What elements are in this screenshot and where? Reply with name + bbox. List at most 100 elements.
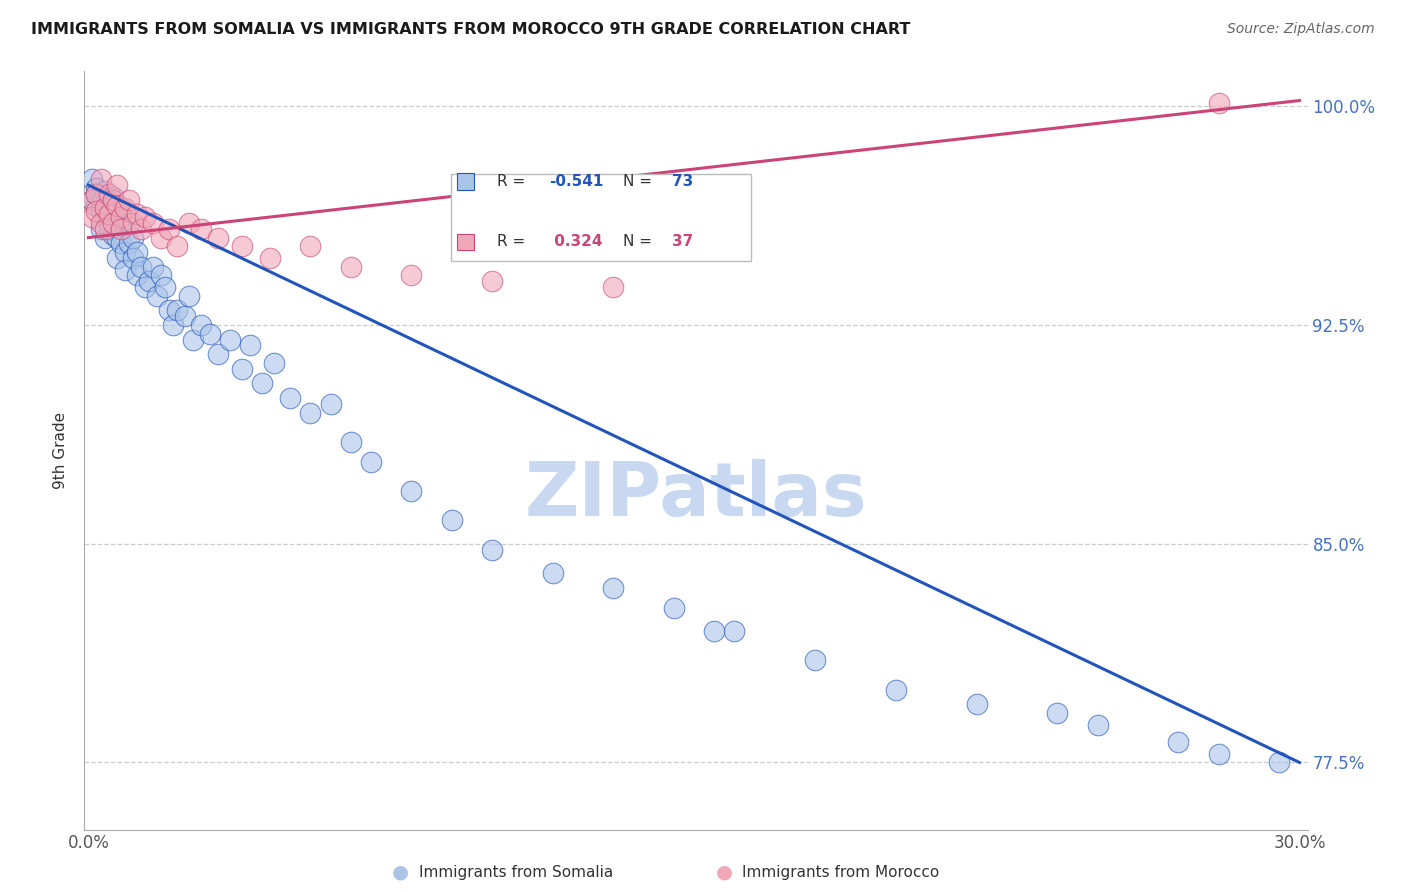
Point	[602, 280, 624, 294]
Point	[340, 434, 363, 449]
Point	[97, 216, 120, 230]
Point	[174, 310, 197, 324]
Point	[89, 195, 111, 210]
Text: N =: N =	[623, 235, 657, 250]
Point	[93, 202, 115, 216]
Point	[114, 262, 136, 277]
Point	[190, 318, 212, 332]
Point	[340, 260, 363, 274]
Point	[89, 204, 111, 219]
Point	[86, 186, 108, 201]
Point	[93, 222, 115, 236]
Point	[86, 181, 108, 195]
Point	[239, 338, 262, 352]
Point	[1167, 735, 1189, 749]
Point	[101, 193, 124, 207]
FancyBboxPatch shape	[451, 174, 751, 260]
Point	[166, 303, 188, 318]
Point	[162, 318, 184, 332]
Point	[89, 172, 111, 186]
Point	[183, 333, 205, 347]
Point	[101, 190, 124, 204]
Point	[703, 624, 725, 639]
Point	[110, 202, 132, 216]
Point	[299, 239, 322, 253]
Text: 0.324: 0.324	[550, 235, 603, 250]
Point	[125, 207, 148, 221]
Point	[97, 186, 120, 201]
Point	[278, 391, 301, 405]
Point	[105, 251, 128, 265]
Point	[93, 230, 115, 244]
Point	[134, 280, 156, 294]
Point	[179, 289, 201, 303]
Point	[481, 274, 503, 288]
Point	[121, 251, 143, 265]
Point	[110, 236, 132, 251]
Point	[125, 268, 148, 283]
Point	[146, 289, 169, 303]
Text: -0.541: -0.541	[550, 174, 603, 189]
Point	[250, 376, 273, 391]
Point	[110, 210, 132, 224]
Point	[966, 697, 988, 711]
Point	[723, 624, 745, 639]
Point	[142, 216, 165, 230]
Point	[1046, 706, 1069, 720]
Point	[1268, 756, 1291, 770]
Point	[114, 202, 136, 216]
Point	[134, 210, 156, 224]
Point	[121, 230, 143, 244]
Point	[150, 268, 173, 283]
Point	[97, 207, 120, 221]
Point	[319, 397, 342, 411]
Point	[401, 268, 423, 283]
Point	[1208, 96, 1230, 111]
Point	[218, 333, 240, 347]
Point	[179, 216, 201, 230]
Point	[207, 230, 229, 244]
Point	[82, 193, 104, 207]
Point	[89, 216, 111, 230]
Point	[101, 207, 124, 221]
Point	[118, 216, 141, 230]
Point	[110, 219, 132, 233]
Point	[93, 184, 115, 198]
Point	[114, 245, 136, 260]
Point	[231, 361, 253, 376]
Point	[118, 193, 141, 207]
Point	[97, 202, 120, 216]
Text: IMMIGRANTS FROM SOMALIA VS IMMIGRANTS FROM MOROCCO 9TH GRADE CORRELATION CHART: IMMIGRANTS FROM SOMALIA VS IMMIGRANTS FR…	[31, 22, 910, 37]
Text: ZIPatlas: ZIPatlas	[524, 459, 868, 533]
Point	[129, 222, 152, 236]
Point	[166, 239, 188, 253]
FancyBboxPatch shape	[457, 173, 474, 190]
Point	[150, 230, 173, 244]
Text: Immigrants from Somalia: Immigrants from Somalia	[419, 865, 613, 880]
Text: 73: 73	[672, 174, 693, 189]
Point	[110, 222, 132, 236]
Point	[118, 236, 141, 251]
Text: ●: ●	[716, 863, 733, 882]
Point	[804, 653, 827, 667]
Point	[82, 172, 104, 186]
Point	[121, 216, 143, 230]
Point	[440, 513, 463, 527]
Point	[86, 204, 108, 219]
Text: 37: 37	[672, 235, 693, 250]
Text: R =: R =	[496, 174, 530, 189]
Point	[190, 222, 212, 236]
Point	[259, 251, 281, 265]
Point	[299, 405, 322, 419]
Point	[157, 222, 180, 236]
Point	[138, 274, 160, 288]
Point	[263, 356, 285, 370]
Point	[101, 227, 124, 242]
Point	[1087, 717, 1109, 731]
Point	[157, 303, 180, 318]
Text: Source: ZipAtlas.com: Source: ZipAtlas.com	[1227, 22, 1375, 37]
Point	[105, 230, 128, 244]
Text: Immigrants from Morocco: Immigrants from Morocco	[742, 865, 939, 880]
Point	[198, 326, 221, 341]
Point	[401, 484, 423, 499]
